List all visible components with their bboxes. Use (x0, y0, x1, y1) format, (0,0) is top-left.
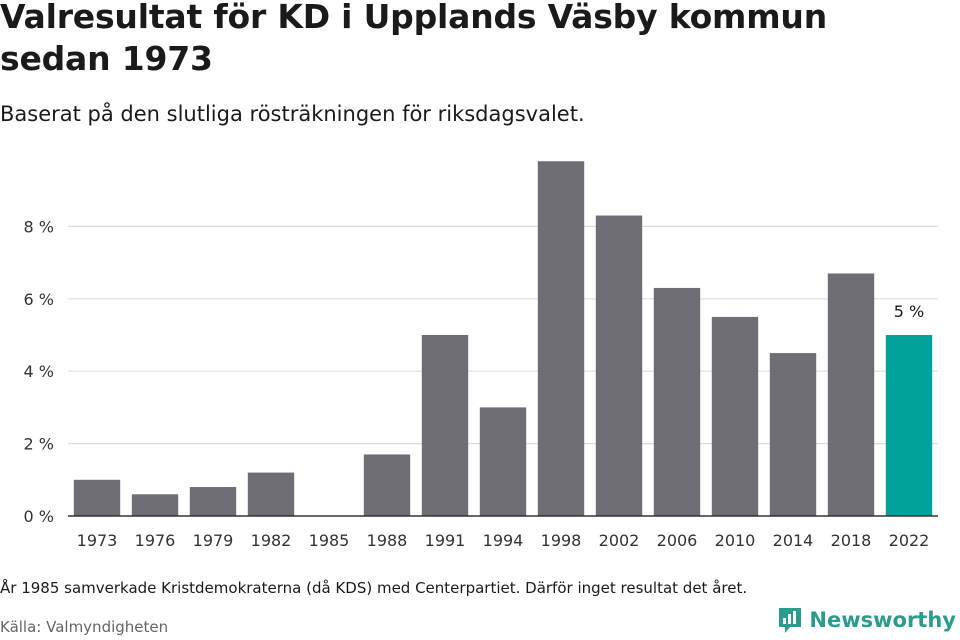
x-tick-label: 1976 (135, 531, 176, 550)
chart-title: Valresultat för KD i Upplands Väsby komm… (0, 0, 827, 78)
x-tick-label: 1973 (77, 531, 118, 550)
x-tick-label: 1991 (425, 531, 466, 550)
bar (827, 273, 875, 516)
bar (537, 161, 585, 517)
x-tick-label: 2018 (831, 531, 872, 550)
x-tick-label: 2010 (715, 531, 756, 550)
source-credit: Källa: Valmyndigheten (0, 618, 169, 636)
y-tick-label: 4 % (24, 362, 54, 381)
bar (885, 335, 933, 516)
bar (595, 215, 643, 516)
x-tick-label: 1979 (193, 531, 234, 550)
bar (769, 353, 817, 516)
y-tick-label: 2 % (24, 435, 54, 454)
x-tick-label: 1988 (367, 531, 408, 550)
brand-name: Newsworthy (809, 608, 956, 632)
x-tick-label: 1982 (251, 531, 292, 550)
x-tick-label: 2014 (773, 531, 814, 550)
newsworthy-logo: Newsworthy (777, 606, 956, 634)
bar (653, 287, 701, 516)
bar (363, 454, 411, 516)
bar-chart: 0 % 2 % 4 % 6 % 8 % 1973 1976 1979 1982 1985 1988 1… (24, 161, 938, 550)
y-tick-label: 0 % (24, 507, 54, 526)
bar (247, 472, 295, 516)
y-tick-label: 6 % (24, 290, 54, 309)
y-tick-label: 8 % (24, 217, 54, 236)
bar (421, 335, 469, 516)
bar (479, 407, 527, 516)
x-tick-label: 1994 (483, 531, 524, 550)
bar (711, 316, 759, 516)
newsworthy-logo-icon (779, 608, 802, 633)
x-tick-label: 2006 (657, 531, 698, 550)
x-tick-label: 2022 (889, 531, 930, 550)
x-tick-label: 1998 (541, 531, 582, 550)
bar (189, 487, 237, 516)
footnote: År 1985 samverkade Kristdemokraterna (då… (0, 579, 748, 597)
bar (73, 479, 121, 516)
x-tick-label: 1985 (309, 531, 350, 550)
data-label: 5 % (894, 302, 924, 321)
chart-subtitle: Baserat på den slutliga rösträkningen fö… (0, 102, 585, 126)
bar (131, 494, 179, 516)
x-tick-label: 2002 (599, 531, 640, 550)
